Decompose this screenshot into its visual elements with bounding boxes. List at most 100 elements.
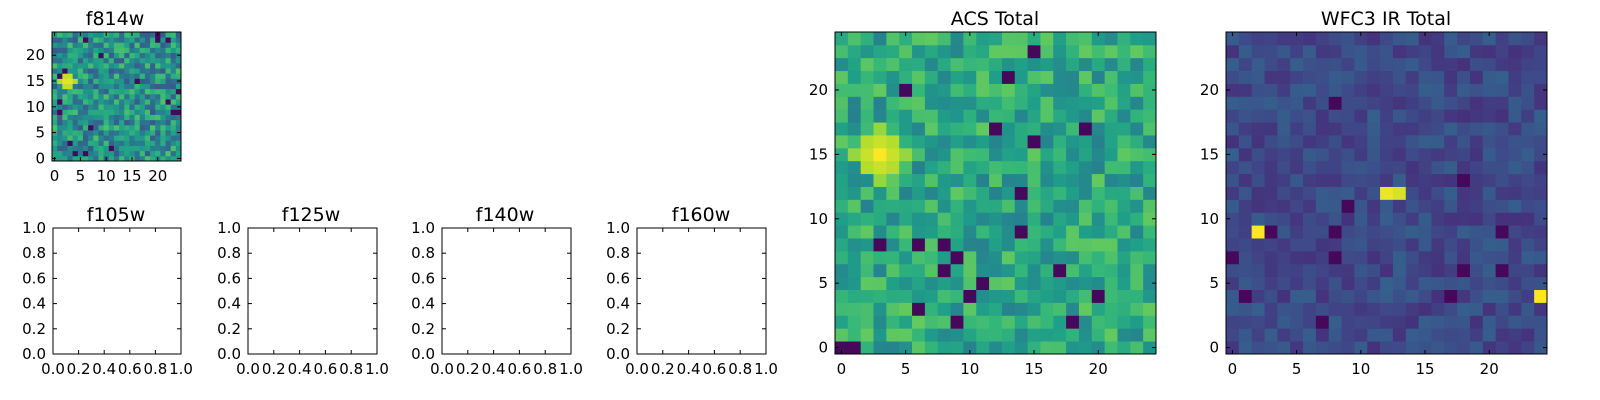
heatmap-cell (77, 57, 84, 64)
x-tick-label: 0.2 (67, 360, 91, 378)
heatmap-cell (847, 70, 862, 84)
heatmap-cell (1251, 328, 1265, 342)
heatmap-cell (950, 289, 964, 303)
heatmap-cell (129, 57, 135, 64)
heatmap-cell (1001, 341, 1016, 355)
heatmap-cell (108, 93, 115, 100)
heatmap-cell (1104, 341, 1118, 355)
heatmap-cell (1405, 250, 1419, 265)
heatmap-cell (88, 140, 94, 146)
heatmap-cell (103, 83, 110, 90)
heatmap-cell (1431, 122, 1445, 136)
heatmap-cell (88, 57, 94, 64)
heatmap-cell (103, 78, 110, 84)
heatmap-cell (924, 147, 939, 162)
heatmap-cell (124, 135, 130, 141)
heatmap-cell (1001, 135, 1016, 149)
heatmap-cell (912, 57, 926, 72)
heatmap-cell (1482, 238, 1497, 252)
heatmap-cell (1405, 199, 1419, 213)
heatmap-cell (1457, 186, 1471, 200)
heatmap-cell (873, 225, 887, 239)
heatmap-cell (1078, 44, 1093, 59)
heatmap-cell (899, 238, 913, 252)
heatmap-cell (134, 73, 141, 79)
heatmap-cell (165, 155, 172, 162)
heatmap-cell (113, 124, 120, 131)
heatmap-cell (1380, 341, 1394, 355)
heatmap-cell (1143, 160, 1157, 175)
heatmap-cell (67, 119, 74, 126)
heatmap-cell (170, 104, 177, 110)
heatmap-cell (1238, 302, 1253, 316)
heatmap-cell (950, 263, 964, 278)
heatmap-cell (1264, 135, 1278, 149)
heatmap-cell (976, 160, 990, 175)
y-tick-label: 0.8 (606, 244, 630, 262)
heatmap-cell (72, 88, 79, 95)
heatmap-cell (1354, 212, 1368, 226)
heatmap-cell (124, 73, 130, 79)
heatmap-cell (912, 70, 926, 84)
heatmap-cell (1143, 70, 1157, 84)
heatmap-cell (1226, 122, 1240, 136)
heatmap-cell (139, 119, 146, 126)
heatmap-cell (1143, 32, 1157, 46)
heatmap-cell (165, 99, 172, 105)
heatmap-cell (77, 73, 84, 79)
heatmap-cell (1431, 250, 1445, 265)
heatmap-cell (144, 135, 151, 141)
heatmap-cell (1328, 302, 1342, 316)
heatmap-cell (175, 37, 182, 43)
heatmap-cell (1226, 186, 1240, 200)
heatmap-cell (963, 238, 977, 252)
heatmap-cell (98, 109, 104, 115)
heatmap-cell (1405, 225, 1419, 239)
heatmap-cell (1290, 160, 1304, 175)
heatmap-cell (52, 83, 58, 90)
x-tick-label: 0.0 (236, 360, 260, 378)
heatmap-cell (989, 263, 1003, 278)
heatmap-cell (139, 99, 146, 105)
heatmap-cell (1290, 289, 1304, 303)
heatmap-cell (1418, 44, 1432, 59)
heatmap-cell (1469, 96, 1484, 110)
heatmap-cell (1143, 135, 1157, 149)
heatmap-cell (77, 42, 84, 48)
heatmap-cell (150, 155, 156, 162)
heatmap-cell (82, 57, 89, 64)
heatmap-cell (963, 212, 977, 226)
heatmap-cell (150, 124, 156, 131)
heatmap-cell (1014, 147, 1028, 162)
heatmap-cell (77, 52, 84, 59)
heatmap-cell (160, 124, 166, 131)
heatmap-cell (1495, 186, 1509, 200)
heatmap-cell (1444, 328, 1458, 342)
heatmap-cell (1117, 276, 1131, 290)
heatmap-cell (77, 145, 84, 152)
heatmap-cell (1354, 302, 1368, 316)
heatmap-cell (950, 147, 964, 162)
heatmap-cell (113, 150, 120, 157)
heatmap-cell (976, 289, 990, 303)
heatmap-cell (175, 42, 182, 48)
heatmap-cell (1354, 315, 1368, 329)
heatmap-cell (165, 47, 172, 54)
heatmap-cell (88, 32, 94, 38)
heatmap-cell (963, 341, 977, 355)
heatmap-cell (155, 52, 161, 59)
heatmap-cell (847, 328, 862, 342)
heatmap-cell (1014, 109, 1028, 123)
heatmap-cell (1534, 147, 1548, 162)
heatmap-cell (1534, 289, 1548, 303)
heatmap-cell (886, 147, 900, 162)
heatmap-cell (1040, 160, 1054, 175)
heatmap-cell (1341, 32, 1355, 46)
heatmap-cell (1380, 122, 1394, 136)
heatmap-cell (170, 52, 177, 59)
heatmap-cell (1418, 32, 1432, 46)
heatmap-cell (1444, 135, 1458, 149)
heatmap-cell (976, 44, 990, 59)
heatmap-cell (847, 32, 862, 46)
y-tick-label: 0.2 (22, 320, 46, 338)
